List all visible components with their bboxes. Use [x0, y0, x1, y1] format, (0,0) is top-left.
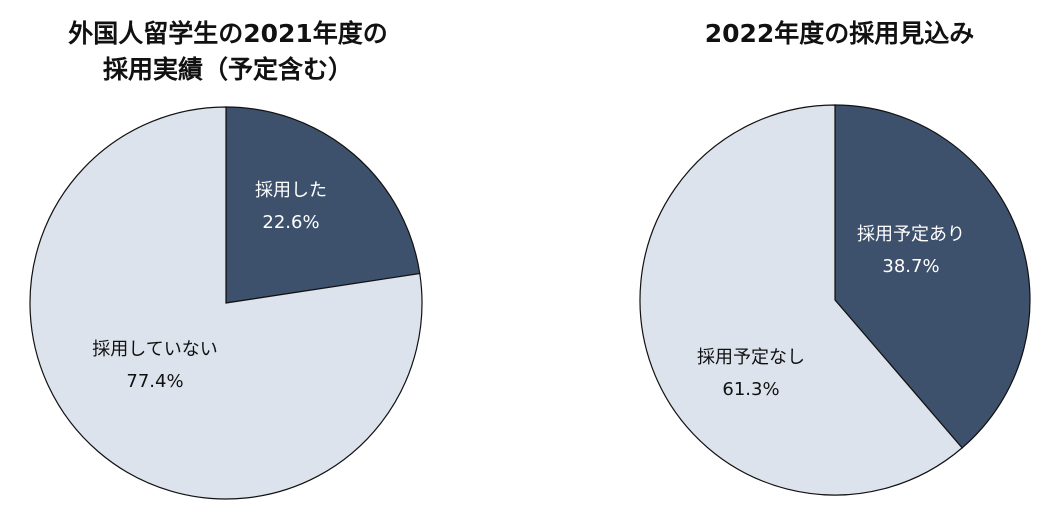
- chart-title-line-1: 2022年度の採用見込み: [704, 19, 975, 48]
- chart-title-line-1: 外国人留学生の2021年度の: [68, 19, 388, 48]
- pie-slice: [639, 104, 963, 496]
- slice-value-label: 77.4%: [126, 371, 183, 392]
- slice-label: 採用した: [255, 180, 327, 201]
- pie-slice: [225, 106, 421, 304]
- chart-hiring-outlook-2022: 2022年度の採用見込み 採用予定あり 38.7% 採用予定なし 61.3%: [620, 0, 1063, 525]
- pie-chart: 採用予定あり 38.7% 採用予定なし 61.3%: [639, 104, 1031, 496]
- pie-chart: 採用した 22.6% 採用していない 77.4%: [29, 106, 423, 500]
- chart-title-line-2: 採用実績（予定含む）: [102, 55, 353, 84]
- slice-value-label: 22.6%: [262, 212, 319, 233]
- pie-slice: [834, 104, 1031, 449]
- slice-label: 採用予定あり: [857, 224, 965, 245]
- chart-hiring-record-2021: 外国人留学生の2021年度の 採用実績（予定含む） 採用した 22.6% 採用してい…: [0, 0, 460, 525]
- slice-value-label: 61.3%: [722, 379, 779, 400]
- pie-slice: [29, 106, 423, 500]
- slice-label: 採用予定なし: [697, 347, 805, 368]
- slice-label: 採用していない: [92, 339, 217, 360]
- slice-value-label: 38.7%: [882, 256, 939, 277]
